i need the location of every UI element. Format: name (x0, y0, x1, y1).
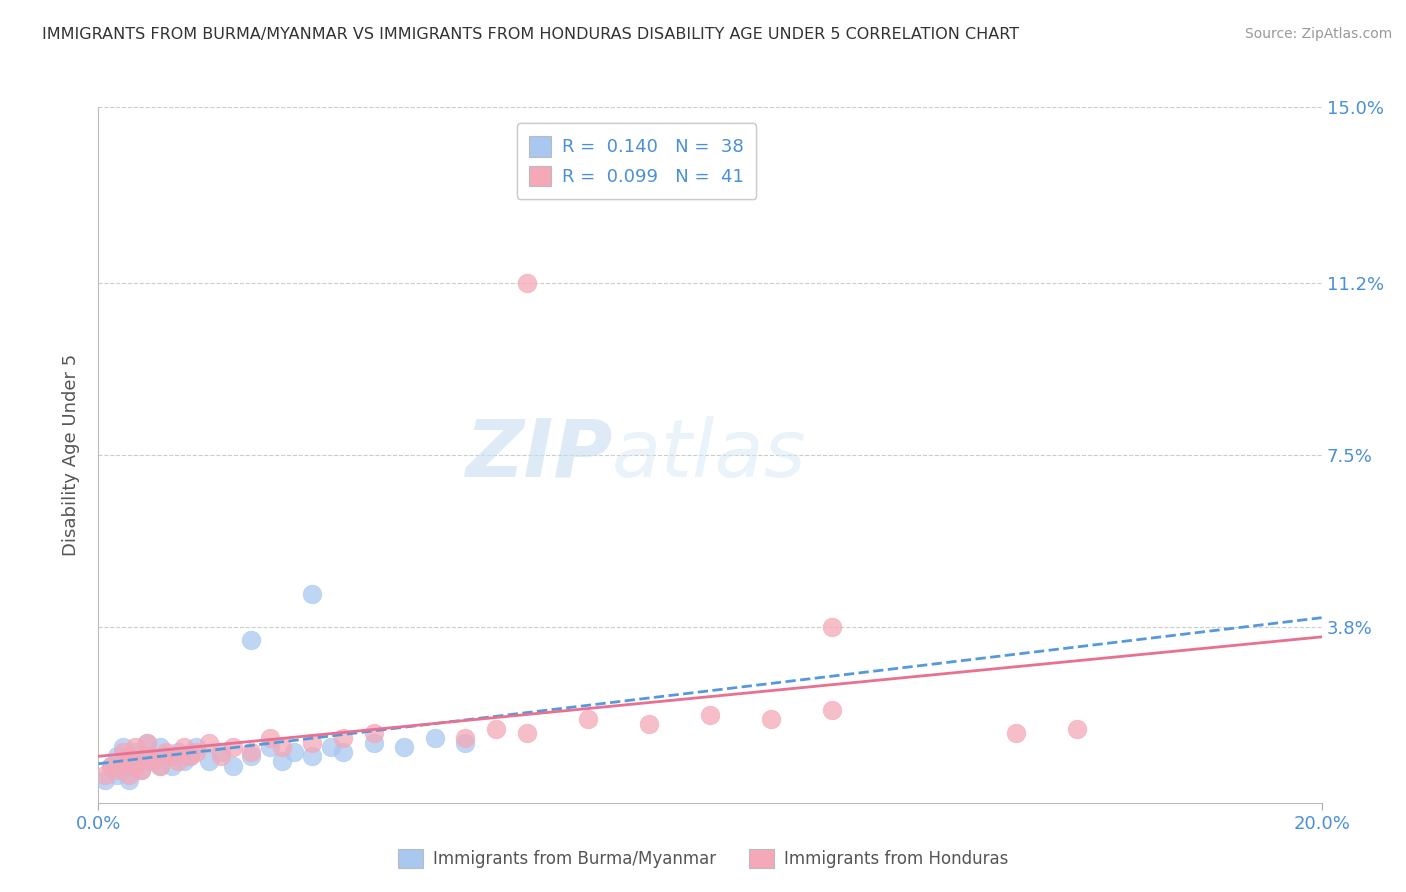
Point (423, 731, 446, 745)
Text: Source: ZipAtlas.com: Source: ZipAtlas.com (1244, 27, 1392, 41)
Point (485, 722, 508, 736)
Point (332, 731, 354, 745)
Point (173, 754, 195, 768)
Point (173, 740, 195, 755)
Y-axis label: Disability Age Under 5: Disability Age Under 5 (62, 354, 80, 556)
Point (111, 740, 134, 755)
Point (516, 726, 538, 740)
Point (1066, 722, 1088, 736)
Point (160, 749, 183, 764)
Point (821, 703, 844, 717)
Point (301, 749, 323, 764)
Point (136, 735, 159, 749)
Point (124, 758, 146, 772)
Point (759, 712, 782, 726)
Point (100, 758, 122, 772)
Point (105, 768, 128, 782)
Point (319, 740, 342, 755)
Legend: Immigrants from Burma/Myanmar, Immigrants from Honduras: Immigrants from Burma/Myanmar, Immigrant… (391, 842, 1015, 875)
Point (454, 731, 477, 745)
Point (301, 587, 323, 601)
Point (167, 754, 190, 768)
Point (222, 758, 245, 772)
Point (149, 758, 172, 772)
Point (363, 726, 385, 740)
Point (142, 754, 165, 768)
Point (105, 749, 128, 764)
Point (454, 735, 477, 749)
Point (283, 745, 305, 759)
Point (136, 749, 159, 764)
Point (118, 754, 141, 768)
Point (209, 745, 232, 759)
Point (186, 745, 208, 759)
Point (222, 740, 245, 755)
Point (179, 749, 201, 764)
Point (118, 772, 141, 787)
Point (93, 768, 115, 782)
Point (1004, 726, 1026, 740)
Point (516, 277, 538, 291)
Point (111, 764, 134, 778)
Point (301, 735, 323, 749)
Point (259, 740, 281, 755)
Point (270, 754, 292, 768)
Point (118, 768, 141, 782)
Point (136, 735, 159, 749)
Point (332, 745, 354, 759)
Point (270, 740, 292, 755)
Point (179, 749, 201, 764)
Point (129, 764, 152, 778)
Point (100, 758, 122, 772)
Point (155, 749, 177, 764)
Point (149, 740, 172, 755)
Point (209, 749, 232, 764)
Point (821, 619, 844, 633)
Point (136, 749, 159, 764)
Text: IMMIGRANTS FROM BURMA/MYANMAR VS IMMIGRANTS FROM HONDURAS DISABILITY AGE UNDER 5: IMMIGRANTS FROM BURMA/MYANMAR VS IMMIGRA… (42, 27, 1019, 42)
Legend: R =  0.140   N =  38, R =  0.099   N =  41: R = 0.140 N = 38, R = 0.099 N = 41 (517, 123, 756, 199)
Point (93, 772, 115, 787)
Point (240, 745, 263, 759)
Point (392, 740, 416, 755)
Point (186, 740, 208, 755)
Point (124, 758, 146, 772)
Point (699, 707, 721, 722)
Point (637, 717, 661, 731)
Point (155, 745, 177, 759)
Point (105, 764, 128, 778)
Point (363, 735, 385, 749)
Point (124, 745, 146, 759)
Point (240, 749, 263, 764)
Point (576, 712, 599, 726)
Point (142, 754, 165, 768)
Point (129, 764, 152, 778)
Text: atlas: atlas (612, 416, 807, 494)
Point (197, 735, 219, 749)
Point (111, 754, 134, 768)
Point (160, 758, 183, 772)
Point (149, 758, 172, 772)
Point (240, 633, 263, 648)
Point (124, 740, 146, 755)
Point (167, 745, 190, 759)
Text: ZIP: ZIP (465, 416, 612, 494)
Point (111, 745, 134, 759)
Point (197, 754, 219, 768)
Point (118, 749, 141, 764)
Point (259, 731, 281, 745)
